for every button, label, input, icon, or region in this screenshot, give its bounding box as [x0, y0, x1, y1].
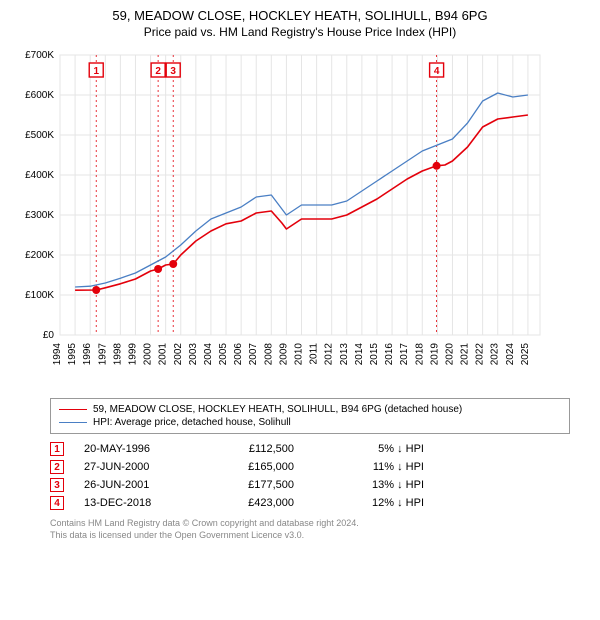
transaction-row: 3 26-JUN-2001 £177,500 13% ↓ HPI [50, 476, 570, 494]
transaction-date: 27-JUN-2000 [84, 461, 194, 473]
x-tick-label: 1994 [52, 343, 63, 366]
legend-swatch [59, 409, 87, 410]
x-tick-label: 2017 [399, 343, 410, 366]
x-tick-label: 2011 [309, 343, 320, 365]
x-tick-label: 2015 [369, 343, 380, 366]
x-tick-label: 2022 [475, 343, 486, 366]
chart: £0 £100K £200K £300K £400K £500K £600K £700K 199… [10, 45, 590, 390]
transaction-row: 4 13-DEC-2018 £423,000 12% ↓ HPI [50, 494, 570, 512]
transaction-marker: 4 [50, 496, 64, 510]
x-tick-label: 2012 [324, 343, 335, 366]
transaction-diff: 5% ↓ HPI [314, 443, 424, 455]
x-tick-label: 2002 [173, 343, 184, 366]
title-address: 59, MEADOW CLOSE, HOCKLEY HEATH, SOLIHUL… [10, 8, 590, 23]
transaction-diff: 11% ↓ HPI [314, 461, 424, 473]
y-tick-label: £100K [25, 290, 54, 301]
x-tick-label: 2016 [384, 343, 395, 366]
x-tick-label: 1997 [97, 343, 108, 366]
transaction-row: 1 20-MAY-1996 £112,500 5% ↓ HPI [50, 440, 570, 458]
footer-line1: Contains HM Land Registry data © Crown c… [50, 518, 570, 530]
transaction-row: 2 27-JUN-2000 £165,000 11% ↓ HPI [50, 458, 570, 476]
x-tick-label: 2021 [460, 343, 471, 366]
chart-container: 59, MEADOW CLOSE, HOCKLEY HEATH, SOLIHUL… [0, 0, 600, 551]
legend-swatch [59, 422, 87, 423]
title-subtitle: Price paid vs. HM Land Registry's House … [10, 25, 590, 39]
legend-row: HPI: Average price, detached house, Soli… [59, 416, 561, 429]
x-tick-label: 2018 [414, 343, 425, 366]
legend-label: HPI: Average price, detached house, Soli… [93, 417, 291, 428]
footer-line2: This data is licensed under the Open Gov… [50, 530, 570, 542]
transaction-marker-label: 1 [93, 66, 99, 77]
y-tick-label: £200K [25, 250, 54, 261]
x-tick-label: 2013 [339, 343, 350, 366]
chart-svg: £0 £100K £200K £300K £400K £500K £600K £700K 199… [10, 45, 550, 385]
x-tick-label: 2006 [233, 343, 244, 366]
y-tick-label: £0 [43, 330, 55, 341]
y-tick-label: £700K [25, 50, 54, 61]
footer: Contains HM Land Registry data © Crown c… [50, 518, 570, 541]
x-tick-label: 2024 [505, 343, 516, 366]
x-tick-label: 2008 [263, 343, 274, 366]
transaction-price: £165,000 [214, 461, 294, 473]
y-tick-label: £300K [25, 210, 54, 221]
x-tick-label: 2025 [520, 343, 531, 366]
x-tick-label: 2023 [490, 343, 501, 366]
transaction-marker: 3 [50, 478, 64, 492]
legend-row: 59, MEADOW CLOSE, HOCKLEY HEATH, SOLIHUL… [59, 403, 561, 416]
x-tick-label: 1995 [67, 343, 78, 366]
x-tick-label: 2001 [158, 343, 169, 366]
transaction-marker: 1 [50, 442, 64, 456]
transaction-marker-label: 3 [170, 66, 176, 77]
transaction-date: 20-MAY-1996 [84, 443, 194, 455]
x-tick-label: 2000 [143, 343, 154, 366]
x-tick-label: 2009 [278, 343, 289, 366]
transaction-diff: 13% ↓ HPI [314, 479, 424, 491]
x-tick-label: 1999 [127, 343, 138, 366]
x-tick-label: 2014 [354, 343, 365, 366]
x-tick-label: 2020 [444, 343, 455, 366]
x-tick-label: 2004 [203, 343, 214, 366]
x-tick-label: 2007 [248, 343, 259, 366]
x-tick-label: 1998 [112, 343, 123, 366]
y-tick-label: £600K [25, 90, 54, 101]
transaction-price: £112,500 [214, 443, 294, 455]
transaction-diff: 12% ↓ HPI [314, 497, 424, 509]
transaction-price: £177,500 [214, 479, 294, 491]
x-tick-label: 2019 [429, 343, 440, 366]
x-tick-label: 2010 [294, 343, 305, 366]
transaction-marker-label: 4 [434, 66, 440, 77]
transaction-date: 13-DEC-2018 [84, 497, 194, 509]
x-tick-label: 1996 [82, 343, 93, 366]
legend-label: 59, MEADOW CLOSE, HOCKLEY HEATH, SOLIHUL… [93, 404, 462, 415]
transaction-table: 1 20-MAY-1996 £112,500 5% ↓ HPI 2 27-JUN-2000… [50, 440, 570, 512]
x-tick-label: 2005 [218, 343, 229, 366]
y-tick-label: £400K [25, 170, 54, 181]
transaction-price: £423,000 [214, 497, 294, 509]
legend: 59, MEADOW CLOSE, HOCKLEY HEATH, SOLIHUL… [50, 398, 570, 434]
transaction-date: 26-JUN-2001 [84, 479, 194, 491]
y-tick-label: £500K [25, 130, 54, 141]
transaction-marker-label: 2 [155, 66, 161, 77]
title-block: 59, MEADOW CLOSE, HOCKLEY HEATH, SOLIHUL… [10, 8, 590, 39]
transaction-marker: 2 [50, 460, 64, 474]
x-tick-label: 2003 [188, 343, 199, 366]
